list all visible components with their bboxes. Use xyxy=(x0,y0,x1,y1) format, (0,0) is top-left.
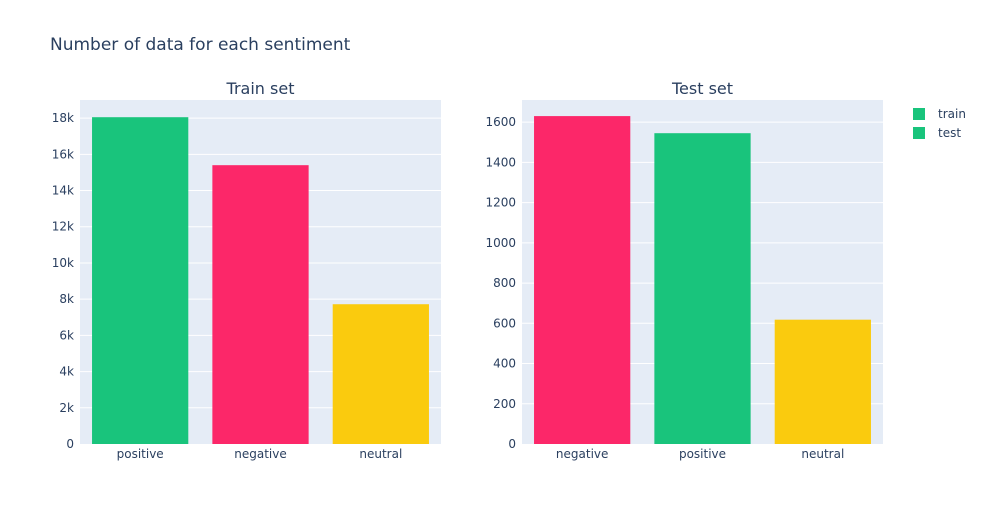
y-tick-label: 2k xyxy=(59,401,74,415)
bar-neutral[interactable] xyxy=(332,304,429,444)
y-tick-label: 12k xyxy=(52,220,74,234)
subplots: 0 2k 4k 6k 8k 10k 12k 14k 16k 18k positive negative… xyxy=(52,79,883,461)
y-tick-label: 1400 xyxy=(485,155,516,169)
x-tick-label: positive xyxy=(117,447,164,461)
bar-negative[interactable] xyxy=(534,116,631,444)
y-tick-label: 10k xyxy=(52,256,74,270)
y-tick-label: 600 xyxy=(493,316,516,330)
y-tick-label: 1600 xyxy=(485,115,516,129)
legend-item-test[interactable]: test xyxy=(913,126,961,140)
legend-swatch xyxy=(913,127,925,139)
subplot-title: Train set xyxy=(226,79,295,98)
x-tick-label: neutral xyxy=(801,447,844,461)
bar-positive[interactable] xyxy=(654,133,751,444)
x-tick-label: positive xyxy=(679,447,726,461)
y-tick-label: 400 xyxy=(493,357,516,371)
y-tick-label: 18k xyxy=(52,111,74,125)
y-tick-label: 8k xyxy=(59,292,74,306)
subplot-2: 0 200 400 600 800 1000 1200 1400 1600 negative pos… xyxy=(485,79,883,461)
y-tick-label: 14k xyxy=(52,184,74,198)
y-tick-label: 800 xyxy=(493,276,516,290)
legend[interactable]: train test xyxy=(913,107,966,140)
y-tick-label: 16k xyxy=(52,147,74,161)
y-tick-label: 1200 xyxy=(485,196,516,210)
chart-title: Number of data for each sentiment xyxy=(50,35,351,55)
legend-label: test xyxy=(938,126,961,140)
x-tick-label: neutral xyxy=(359,447,402,461)
legend-label: train xyxy=(938,107,966,121)
y-tick-label: 0 xyxy=(508,437,516,451)
bar-negative[interactable] xyxy=(212,165,309,444)
y-tick-label: 200 xyxy=(493,397,516,411)
subplot-1: 0 2k 4k 6k 8k 10k 12k 14k 16k 18k positive negative… xyxy=(52,79,441,461)
y-tick-label: 1000 xyxy=(485,236,516,250)
x-tick-label: negative xyxy=(234,447,286,461)
bar-positive[interactable] xyxy=(92,117,189,444)
legend-item-train[interactable]: train xyxy=(913,107,966,121)
legend-swatch xyxy=(913,108,925,120)
subplot-title: Test set xyxy=(671,79,733,98)
x-tick-label: negative xyxy=(556,447,608,461)
y-tick-label: 0 xyxy=(66,437,74,451)
bar-neutral[interactable] xyxy=(774,319,871,444)
y-tick-label: 4k xyxy=(59,365,74,379)
y-tick-label: 6k xyxy=(59,328,74,342)
